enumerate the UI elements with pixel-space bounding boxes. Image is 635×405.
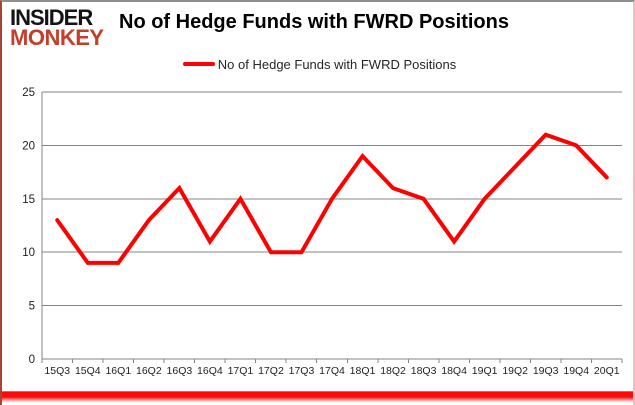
legend-line-swatch [182, 62, 215, 66]
bottom-red-bar [2, 391, 633, 402]
y-axis-label: 20 [22, 140, 35, 152]
x-axis-label: 16Q1 [105, 365, 131, 377]
x-axis-label: 18Q2 [380, 365, 406, 377]
x-axis-label: 15Q4 [75, 365, 101, 377]
x-axis-label: 16Q4 [197, 365, 223, 377]
y-axis-label: 0 [29, 354, 35, 366]
y-axis-label: 15 [22, 194, 35, 206]
y-axis-label: 25 [22, 87, 35, 99]
logo-line-monkey: MONKEY [10, 25, 104, 51]
x-axis-label: 17Q2 [258, 365, 284, 377]
data-line [55, 132, 609, 265]
x-axis-label: 18Q4 [441, 365, 467, 377]
x-axis-label: 19Q3 [533, 365, 559, 377]
insider-monkey-logo: INSIDER MONKEY [10, 5, 120, 51]
logo-line-insider: INSIDER [10, 5, 93, 30]
x-axis-label: 16Q3 [167, 365, 193, 377]
legend: No of Hedge Funds with FWRD Positions [2, 56, 633, 72]
y-axis-label: 5 [29, 301, 35, 313]
x-axis-label: 19Q1 [472, 365, 498, 377]
x-axis-label: 18Q3 [411, 365, 437, 377]
x-axis-label: 18Q1 [350, 365, 376, 377]
x-axis-label: 16Q2 [136, 365, 162, 377]
x-axis-label: 19Q2 [502, 365, 528, 377]
x-axis-label: 17Q1 [228, 365, 254, 377]
x-axis-label: 17Q3 [289, 365, 315, 377]
x-axis-label: 19Q4 [563, 365, 589, 377]
y-axis-label: 10 [22, 247, 35, 259]
x-axis-label: 20Q1 [594, 365, 620, 377]
legend-label: No of Hedge Funds with FWRD Positions [217, 56, 457, 72]
chart-title: No of Hedge Funds with FWRD Positions [119, 11, 509, 33]
x-axis-label: 15Q3 [44, 365, 70, 377]
x-axis-label: 17Q4 [319, 365, 345, 377]
